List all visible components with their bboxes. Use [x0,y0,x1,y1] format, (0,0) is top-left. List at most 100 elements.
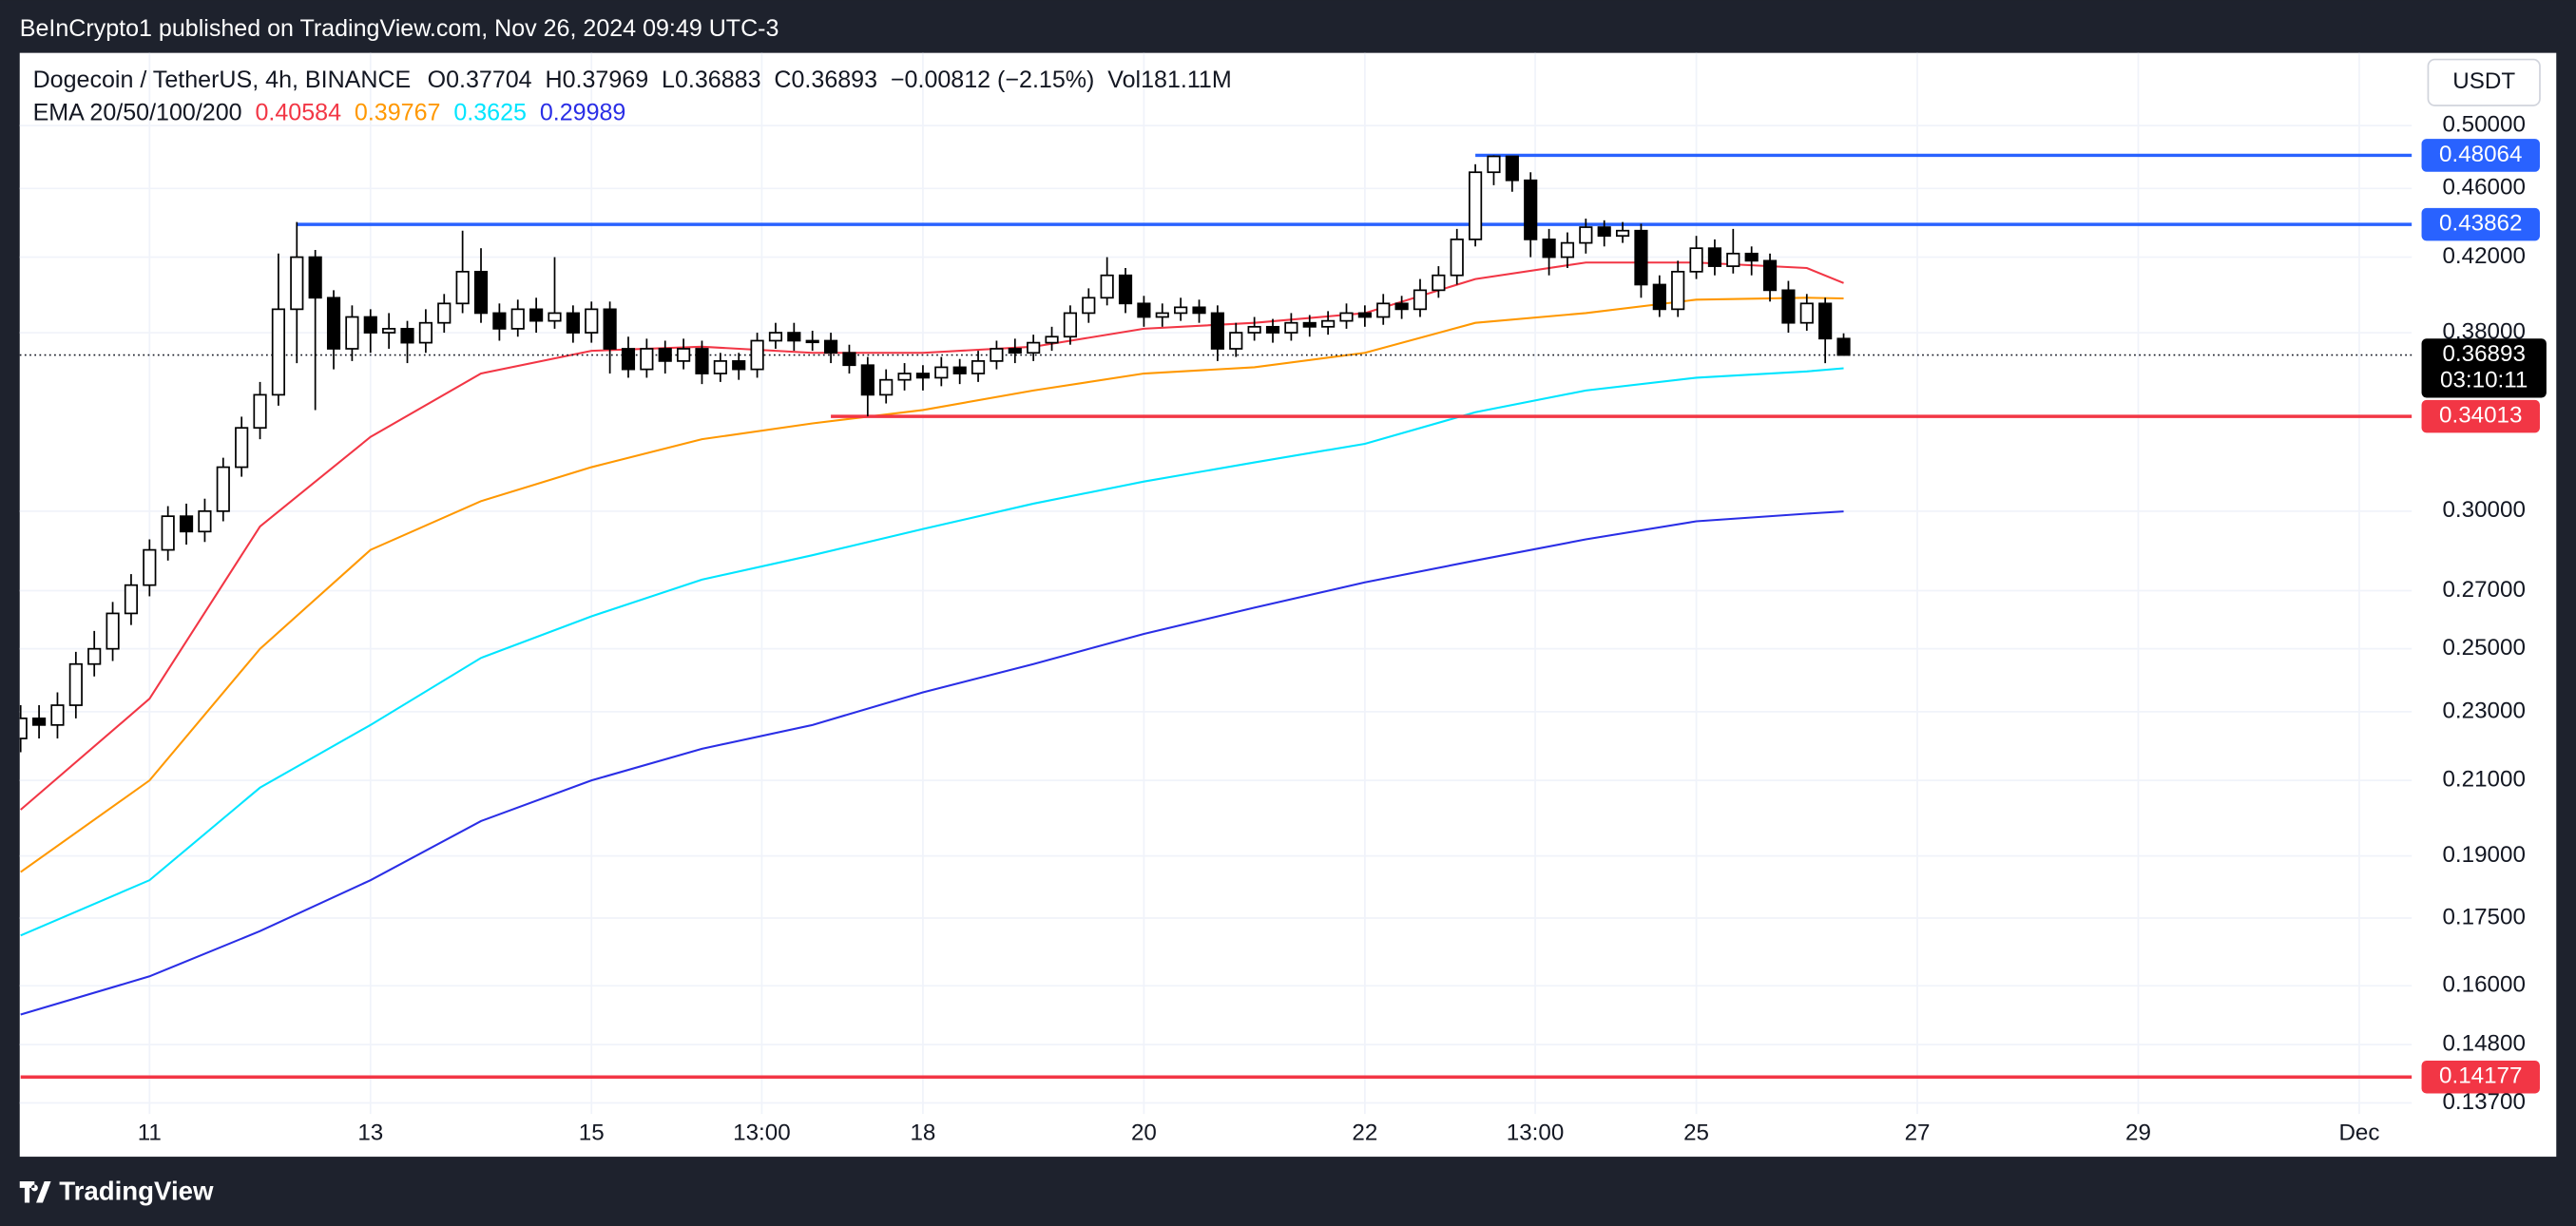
x-tick-label: 13:00 [733,1120,791,1145]
candle-body [529,308,544,322]
candle [1302,315,1317,337]
candle [1707,239,1722,276]
candle-body [143,548,157,586]
candle-body [860,364,875,396]
candle [805,330,819,352]
currency[interactable]: USDT [2452,68,2515,94]
candle [1413,278,1428,317]
candle [271,253,286,406]
candle-body [621,348,636,371]
chart-panel [19,52,2557,1158]
candle-body [1689,247,1703,273]
brand-name: TradingView [59,1176,214,1205]
candle-body [1671,270,1685,311]
candle-body [1210,312,1224,350]
candle-body [253,393,267,430]
candle [677,338,691,370]
ohlc-value: 0.37969 [563,67,649,93]
candle-body [216,466,230,512]
candles [19,155,1851,753]
candle-body [1082,297,1096,315]
candle [253,381,267,440]
candle [971,351,986,382]
candle [879,369,894,404]
candle-body [1376,302,1391,318]
candle-body [640,348,654,371]
candle-body [1192,306,1206,315]
candle [823,333,838,364]
candle-body [971,360,986,374]
candle-body [106,612,120,650]
candle [1487,155,1501,185]
candle [106,602,120,661]
candle [326,290,341,370]
candle [1321,311,1336,335]
ohlc-value: 0.36883 [675,67,761,93]
ema-line [20,367,1844,937]
candle [124,574,139,625]
candle-body [124,584,139,615]
x-tick-label: 13:00 [1507,1120,1565,1145]
candle [1799,294,1814,331]
candle [640,338,654,378]
candle [1192,299,1206,323]
candle [1615,221,1630,243]
y-tick-label: 0.38000 [2442,318,2525,344]
candle [1505,155,1519,192]
candle-body [1357,312,1372,318]
candle [1450,228,1464,285]
candle-body [1524,179,1538,240]
candle [1045,326,1059,352]
candle [842,344,856,374]
candle [529,297,544,334]
y-tick-label: 0.25000 [2442,635,2525,661]
candle [585,301,599,343]
price-label-box [2421,338,2547,398]
candle [1155,303,1169,327]
y-tick-label: 0.17500 [2442,904,2525,929]
candle [750,333,764,378]
candle-body [1321,319,1336,328]
candle-body [1487,155,1501,174]
candle-body [1247,325,1261,334]
x-tick-label: 15 [579,1120,605,1145]
candle [345,305,359,361]
candle [1560,232,1575,269]
y-tick-label: 0.23000 [2442,698,2525,723]
candle [1008,338,1022,364]
candle [621,336,636,378]
candle [437,294,452,334]
candle-body [823,339,838,354]
candle [1063,305,1078,345]
candle [400,320,414,364]
y-tick-label: 0.27000 [2442,577,2525,603]
y-tick-label: 0.14800 [2442,1030,2525,1056]
candle [897,363,912,391]
candle [1634,223,1648,298]
level-label-box [2421,1060,2540,1094]
candle [1394,296,1409,319]
candle [1339,303,1354,329]
ema-line [20,261,1844,811]
ohlc-value: 0.36893 [792,67,878,93]
x-tick-label: 18 [910,1120,935,1145]
volume-label: Vol [1107,67,1141,93]
x-tick-label: 27 [1905,1120,1931,1145]
candle [1357,305,1372,327]
countdown: 03:10:11 [2440,368,2528,393]
candle-body [437,302,452,324]
candle-body [50,704,65,726]
candle-body [510,308,525,330]
candle-body [1836,337,1851,356]
candle-body [19,717,28,739]
candle [1652,275,1666,317]
candle-body [842,352,856,367]
y-axis: 0.50000 0.46000 0.42000 0.38000 0.30000 0.270… [2442,111,2525,1114]
ema-value: 0.29989 [540,99,626,125]
ohlc-letter: C [774,67,791,93]
candle [1027,335,1041,361]
candle-body [787,332,801,342]
currency-box[interactable] [2427,58,2541,106]
candle [1597,220,1611,247]
